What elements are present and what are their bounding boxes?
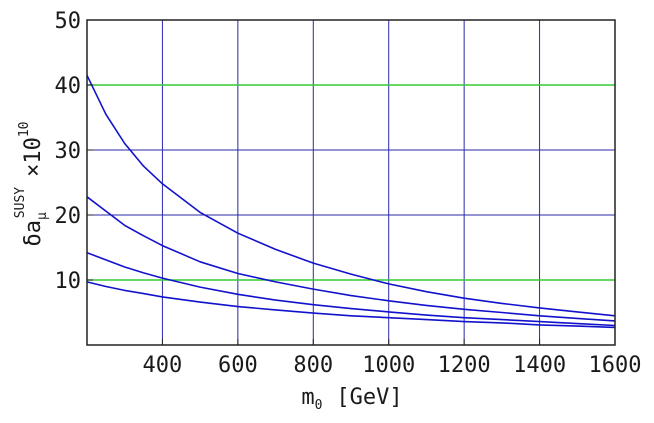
y-axis-label-sub: μ [35,212,50,220]
y-axis-label-suffix-sup: 10 [17,121,32,137]
x-tick-label: 600 [218,353,258,378]
x-tick-label: 1200 [438,353,491,378]
series-line-4 [86,281,616,329]
y-tick-label: 10 [55,269,82,294]
series-layer [86,74,616,329]
plot-frame [86,19,616,346]
x-axis-label-sub: 0 [315,398,323,413]
series-line-3 [86,251,616,327]
series-line-1 [86,74,616,317]
x-axis-label: m0 [GeV] [301,385,402,413]
y-axis-label-suffix: ×10 [21,137,46,177]
y-axis-label-sup: SUSY [13,187,28,218]
y-axis-label-group: δaμ SUSY ×1010 [13,121,50,246]
y-tick-label: 30 [55,139,82,164]
y-tick-label: 40 [55,74,82,99]
y-axis-label-prefix: δa [21,220,46,247]
grid-layer [87,20,615,345]
y-tick-label: 20 [55,204,82,229]
x-tick-label: 1400 [513,353,566,378]
y-axis-label: δaμ SUSY ×1010 [13,121,50,246]
x-tick-label: 800 [293,353,333,378]
ticks-layer: 400 600 800 1000 1200 1400 1600 10 20 30 40 50 [55,9,642,378]
x-tick-label: 1000 [362,353,415,378]
x-axis-label-main: m [301,385,314,410]
x-axis-label-unit: [GeV] [336,385,402,410]
y-tick-label: 50 [55,9,82,34]
series-line-2 [86,196,616,322]
x-tick-label: 400 [143,353,183,378]
x-tick-label: 1600 [589,353,642,378]
